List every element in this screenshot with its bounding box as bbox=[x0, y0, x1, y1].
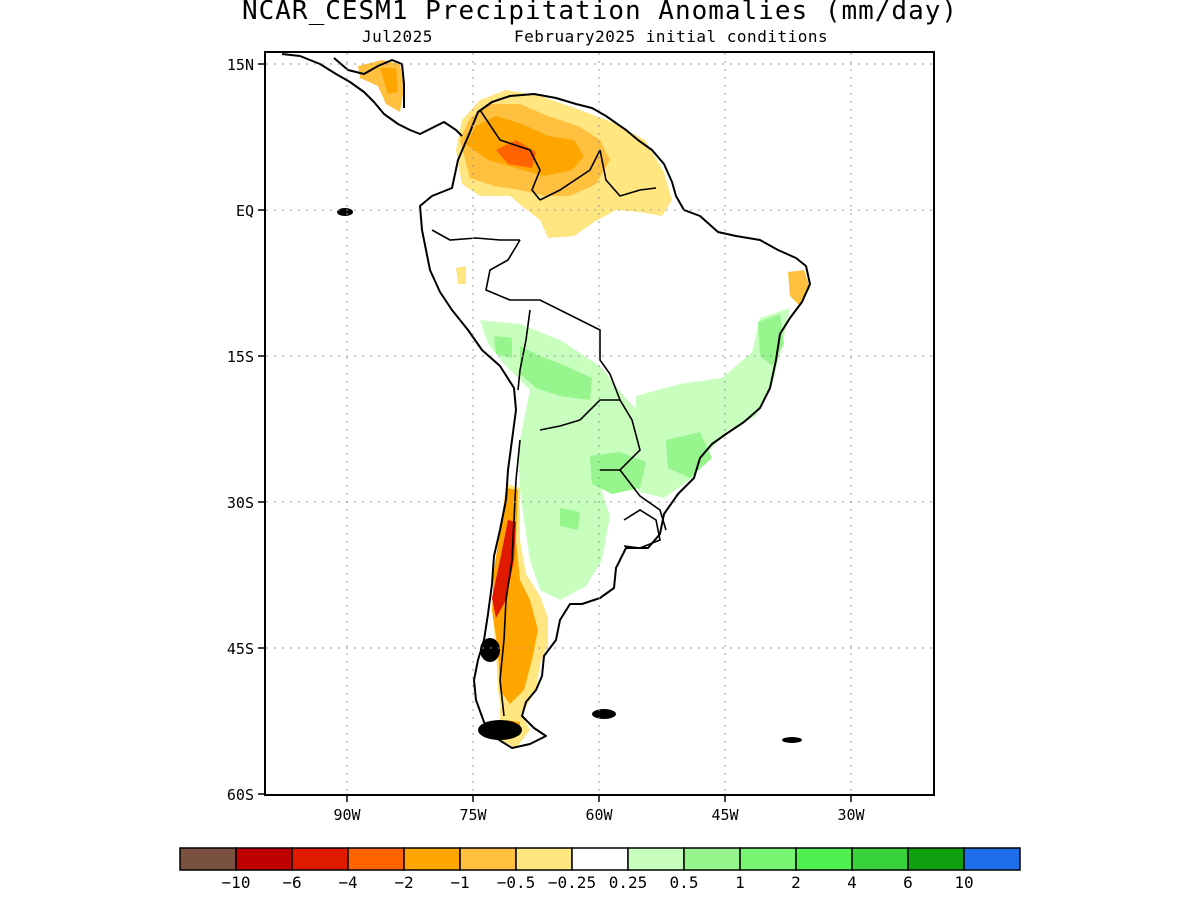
dry-anomaly-ne-brazil bbox=[788, 270, 810, 306]
legend-label: −0.5 bbox=[497, 873, 536, 892]
legend-label: −0.25 bbox=[548, 873, 596, 892]
border-colombia-venezuela bbox=[479, 109, 541, 201]
legend-label: 0.5 bbox=[670, 873, 699, 892]
legend-swatch bbox=[571, 847, 629, 871]
border-argentina-bolivia bbox=[539, 419, 581, 431]
valid-month: Jul2025 bbox=[362, 27, 433, 46]
south-america-coastline bbox=[419, 93, 811, 749]
colorbar-legend: −10 −6 −4 −2 −1 −0.5 −0.25 0.25 0.5 1 2 4 6 10 bbox=[179, 847, 1021, 892]
lon-label-45w: 45W bbox=[711, 806, 739, 824]
legend-label: −6 bbox=[282, 873, 301, 892]
legend-swatch bbox=[403, 847, 461, 871]
latitude-labels: 15N EQ 15S 30S 45S 60S bbox=[227, 56, 254, 804]
border-ecuador-peru bbox=[431, 229, 520, 241]
wet-anomaly-peru bbox=[494, 336, 512, 358]
border-argentina-brazil bbox=[619, 469, 667, 531]
legend-swatch bbox=[235, 847, 293, 871]
legend-swatch bbox=[683, 847, 741, 871]
lat-label-eq: EQ bbox=[236, 202, 254, 220]
legend-swatch bbox=[347, 847, 405, 871]
legend-swatch bbox=[851, 847, 909, 871]
lat-label-45s: 45S bbox=[227, 640, 254, 658]
lat-label-60s: 60S bbox=[227, 786, 254, 804]
wet-anomaly-southern-brazil bbox=[666, 432, 712, 478]
wet-anomaly-bolivia bbox=[480, 320, 646, 600]
lat-label-15s: 15S bbox=[227, 348, 254, 366]
coastlines bbox=[281, 53, 811, 749]
central-america-coastline bbox=[281, 53, 463, 137]
lon-label-60w: 60W bbox=[585, 806, 613, 824]
legend-swatch bbox=[795, 847, 853, 871]
wet-anomaly-brazil bbox=[624, 308, 790, 498]
legend-label: 2 bbox=[791, 873, 801, 892]
legend-label: 1 bbox=[735, 873, 745, 892]
legend-label: 6 bbox=[903, 873, 913, 892]
legend-swatch bbox=[179, 847, 237, 871]
border-guianas bbox=[599, 149, 657, 197]
anomaly-shading bbox=[358, 60, 810, 748]
wet-anomaly-chaco bbox=[590, 452, 646, 494]
longitude-labels: 90W 75W 60W 45W 30W bbox=[333, 806, 865, 824]
falkland-islands bbox=[592, 709, 616, 719]
tierra-del-fuego-islands bbox=[478, 720, 522, 740]
lat-label-30s: 30S bbox=[227, 494, 254, 512]
chiloe-archipelago bbox=[480, 638, 500, 662]
dry-anomaly-central-america-core bbox=[380, 68, 398, 94]
legend-swatch bbox=[739, 847, 797, 871]
dry-anomaly-chile-core bbox=[492, 520, 516, 618]
border-venezuela-brazil bbox=[539, 149, 601, 201]
country-borders bbox=[431, 109, 667, 717]
wet-anomaly-argentina bbox=[560, 508, 580, 530]
legend-swatch bbox=[907, 847, 965, 871]
south-georgia bbox=[782, 737, 802, 743]
border-peru-brazil bbox=[485, 239, 561, 311]
islands bbox=[337, 208, 802, 743]
legend-swatch bbox=[515, 847, 573, 871]
legend-label: −4 bbox=[338, 873, 357, 892]
lon-label-30w: 30W bbox=[837, 806, 865, 824]
border-brazil-bolivia bbox=[559, 309, 621, 401]
dry-anomaly-north-sa-core bbox=[496, 140, 536, 168]
gridlines bbox=[266, 53, 933, 794]
legend-label: −1 bbox=[450, 873, 469, 892]
lon-label-90w: 90W bbox=[333, 806, 361, 824]
legend-swatch bbox=[627, 847, 685, 871]
galapagos-islands bbox=[337, 208, 353, 216]
legend-label: 10 bbox=[954, 873, 973, 892]
lon-label-75w: 75W bbox=[459, 806, 487, 824]
legend-label: 0.25 bbox=[609, 873, 648, 892]
axis-ticks bbox=[258, 63, 852, 802]
border-uruguay bbox=[623, 509, 661, 549]
central-america-north-coast bbox=[333, 57, 405, 108]
legend-label: 4 bbox=[847, 873, 857, 892]
border-argentina-chile bbox=[499, 439, 521, 717]
chart-title: NCAR_CESM1 Precipitation Anomalies (mm/d… bbox=[241, 0, 959, 26]
initial-conditions: February2025 initial conditions bbox=[514, 27, 829, 46]
legend-swatch bbox=[963, 847, 1021, 871]
legend-label: −10 bbox=[222, 873, 251, 892]
legend-swatch bbox=[291, 847, 349, 871]
border-peru-bolivia-chile bbox=[517, 309, 531, 391]
legend-swatch bbox=[459, 847, 517, 871]
legend-label: −2 bbox=[394, 873, 413, 892]
lat-label-15n: 15N bbox=[227, 56, 254, 74]
dry-anomaly-peru bbox=[456, 266, 466, 284]
wet-anomaly-bolivia-inner bbox=[520, 346, 592, 400]
